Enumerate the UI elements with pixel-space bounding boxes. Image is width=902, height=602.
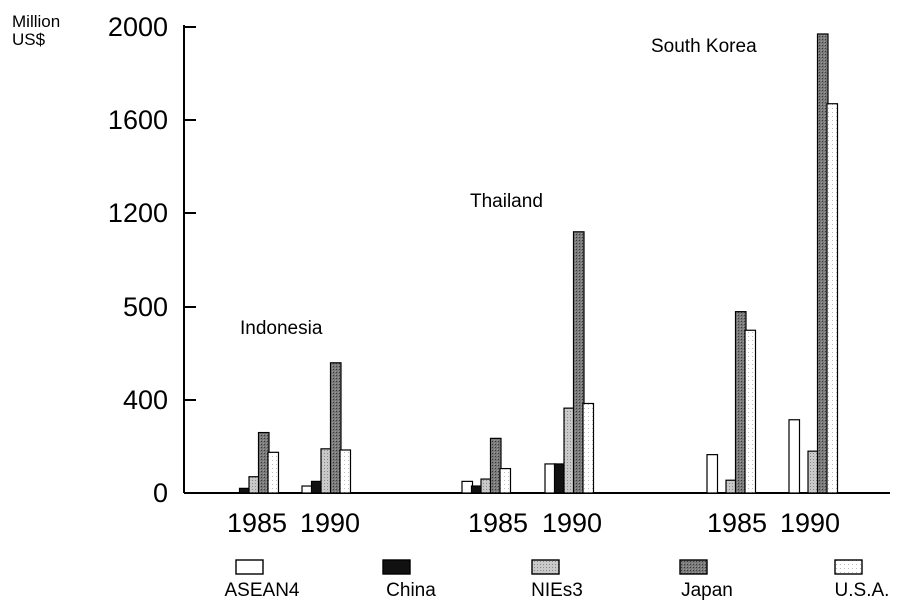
bar-usa bbox=[582, 402, 595, 494]
bar-asean4 bbox=[788, 419, 801, 494]
country-label: Indonesia bbox=[240, 318, 323, 339]
year-label: 1990 bbox=[300, 508, 360, 538]
year-label: 1990 bbox=[542, 508, 602, 538]
labels-layer: Indonesia 1985 1990 Thailand 1985 1990 South K… bbox=[227, 36, 840, 538]
y-tick-label: 1600 bbox=[108, 105, 168, 135]
country-label: Thailand bbox=[470, 191, 543, 212]
bar-japan bbox=[329, 362, 342, 494]
bar-asean4 bbox=[706, 454, 719, 494]
bar-usa bbox=[826, 103, 839, 494]
legend-label-asean4: ASEAN4 bbox=[225, 580, 300, 601]
y-tick-label: 0 bbox=[153, 478, 168, 508]
bars-layer bbox=[238, 33, 839, 494]
axes: 2000 1600 1200 500 400 0 bbox=[108, 12, 890, 508]
bar-japan bbox=[489, 437, 502, 494]
y-axis-unit-line2: US$ bbox=[12, 30, 46, 49]
y-tick-label: 1200 bbox=[108, 198, 168, 228]
legend-swatch-japan bbox=[679, 559, 708, 575]
bar-japan bbox=[572, 231, 585, 494]
bar-usa bbox=[744, 329, 757, 494]
y-tick-label: 400 bbox=[123, 385, 168, 415]
country-label: South Korea bbox=[651, 36, 757, 57]
legend-label-japan: Japan bbox=[681, 580, 733, 601]
legend-swatch-nies3 bbox=[531, 559, 560, 575]
legend-swatch-asean4 bbox=[235, 559, 264, 575]
legend: ASEAN4 China NIEs3 Japan U.S.A. bbox=[225, 559, 890, 601]
year-label: 1985 bbox=[468, 508, 528, 538]
y-tick-label: 2000 bbox=[108, 12, 168, 42]
year-label: 1985 bbox=[227, 508, 287, 538]
legend-label-usa: U.S.A. bbox=[835, 580, 890, 601]
y-tick-label: 500 bbox=[123, 292, 168, 322]
y-axis-unit-line1: Million bbox=[12, 12, 61, 31]
legend-label-china: China bbox=[386, 580, 436, 601]
legend-swatch-usa bbox=[834, 559, 863, 575]
year-label: 1990 bbox=[780, 508, 840, 538]
legend-swatch-china bbox=[382, 559, 411, 575]
bar-usa bbox=[499, 467, 512, 494]
bar-usa bbox=[339, 449, 352, 494]
year-label: 1985 bbox=[707, 508, 767, 538]
legend-label-nies3: NIEs3 bbox=[531, 580, 583, 601]
bar-usa bbox=[267, 451, 280, 494]
